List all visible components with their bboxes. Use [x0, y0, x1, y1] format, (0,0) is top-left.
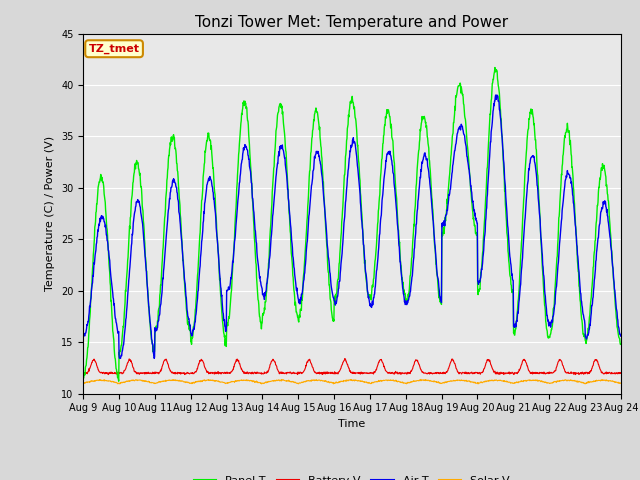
Solar V	[186, 380, 193, 386]
Air T	[436, 293, 444, 299]
Title: Tonzi Tower Met: Temperature and Power: Tonzi Tower Met: Temperature and Power	[195, 15, 509, 30]
Text: TZ_tmet: TZ_tmet	[88, 44, 140, 54]
Air T	[79, 330, 87, 336]
Battery V	[506, 371, 514, 377]
Air T	[259, 292, 267, 298]
Air T	[116, 356, 124, 361]
Panel T	[259, 312, 267, 318]
Battery V	[199, 358, 207, 364]
Solar V	[617, 380, 625, 386]
Battery V	[572, 372, 579, 377]
Solar V	[417, 376, 425, 382]
Battery V	[186, 371, 193, 377]
Panel T	[554, 242, 561, 248]
Solar V	[199, 377, 207, 383]
Air T	[554, 267, 561, 273]
Solar V	[474, 381, 482, 387]
X-axis label: Time: Time	[339, 419, 365, 429]
Battery V	[259, 371, 267, 377]
Battery V	[554, 362, 561, 368]
Air T	[199, 220, 207, 226]
Battery V	[436, 371, 444, 376]
Panel T	[115, 378, 122, 384]
Battery V	[617, 371, 625, 376]
Panel T	[79, 374, 87, 380]
Panel T	[436, 296, 444, 301]
Solar V	[436, 380, 444, 386]
Line: Battery V: Battery V	[83, 359, 621, 374]
Line: Air T: Air T	[83, 95, 621, 359]
Solar V	[554, 379, 561, 384]
Panel T	[506, 274, 514, 279]
Battery V	[341, 356, 349, 361]
Panel T	[199, 174, 207, 180]
Solar V	[506, 380, 514, 385]
Panel T	[186, 323, 194, 328]
Line: Solar V: Solar V	[83, 379, 621, 384]
Line: Panel T: Panel T	[83, 68, 621, 381]
Solar V	[79, 381, 87, 386]
Air T	[492, 92, 499, 98]
Solar V	[259, 380, 267, 386]
Air T	[506, 256, 514, 262]
Air T	[186, 322, 194, 328]
Panel T	[491, 65, 499, 71]
Battery V	[79, 372, 87, 377]
Legend: Panel T, Battery V, Air T, Solar V: Panel T, Battery V, Air T, Solar V	[189, 471, 515, 480]
Air T	[617, 333, 625, 339]
Panel T	[617, 341, 625, 347]
Y-axis label: Temperature (C) / Power (V): Temperature (C) / Power (V)	[45, 136, 56, 291]
